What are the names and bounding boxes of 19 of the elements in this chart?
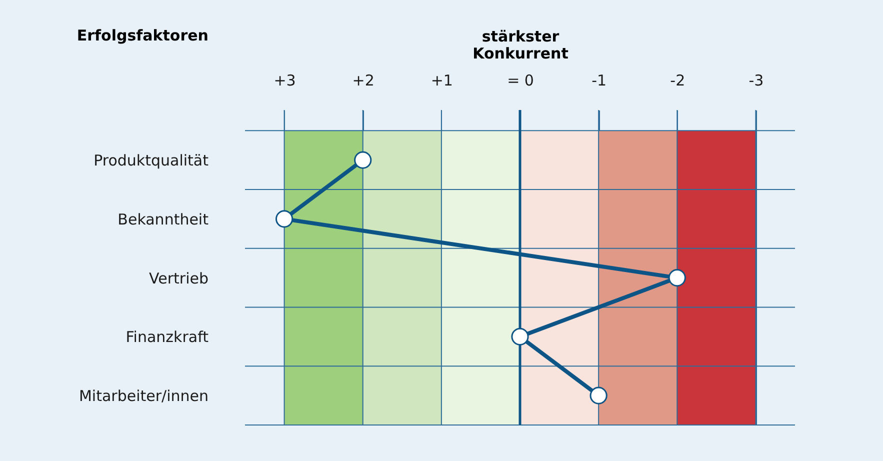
- point: [511, 328, 529, 346]
- x-tick-label: -1: [592, 72, 607, 90]
- x-tick-label: +3: [274, 72, 296, 90]
- y-axis-title: Erfolgsfaktoren: [76, 26, 208, 44]
- point: [590, 386, 608, 404]
- x-axis-title: stärkster Konkurrent: [472, 28, 568, 62]
- y-tick-label: Bekanntheit: [118, 210, 209, 228]
- x-tick-label: +2: [352, 72, 374, 90]
- point: [275, 210, 294, 228]
- y-tick-label: Produktqualität: [94, 152, 209, 170]
- x-tick-label: -3: [748, 72, 764, 90]
- x-tick-label: +1: [430, 72, 453, 90]
- x-tick-label: -2: [670, 72, 686, 90]
- y-tick-label: Mitarbeiter/innen: [78, 387, 208, 406]
- y-tick-label: Finanzkraft: [126, 328, 209, 346]
- point: [354, 151, 372, 169]
- point: [668, 269, 686, 287]
- y-tick-label: Vertrieb: [149, 269, 208, 288]
- x-tick-label: = 0: [507, 72, 534, 90]
